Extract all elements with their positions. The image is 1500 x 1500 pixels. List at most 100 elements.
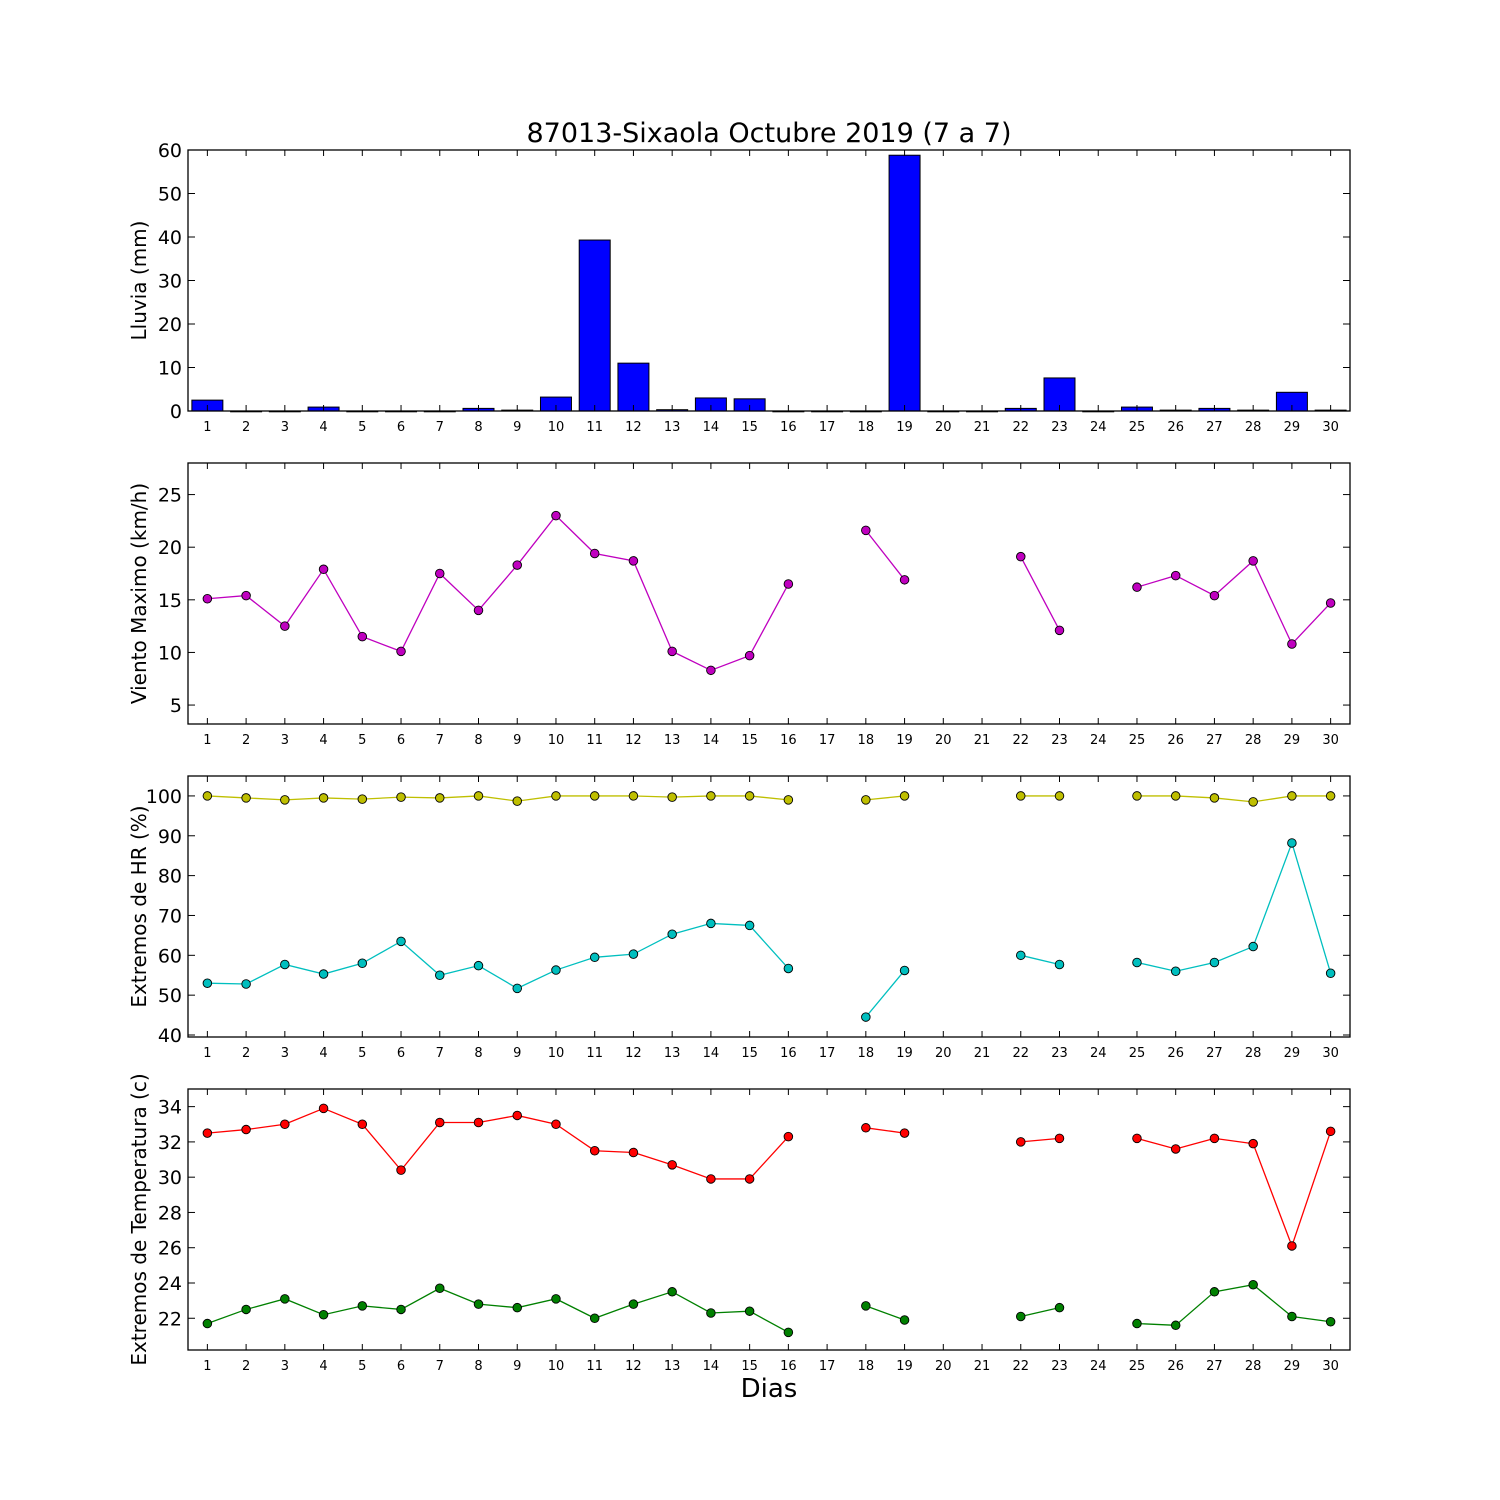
x-tick-label: 17 <box>819 420 836 435</box>
data-point <box>396 936 406 947</box>
data-point <box>1209 793 1220 803</box>
y-tick-label: 60 <box>158 945 182 967</box>
y-tick-label: 20 <box>158 314 182 336</box>
y-tick-label: 100 <box>146 786 182 808</box>
y-tick-label: 22 <box>158 1308 182 1330</box>
data-point <box>1132 957 1142 968</box>
data-point <box>202 594 213 604</box>
x-tick-label: 15 <box>741 733 758 748</box>
x-tick-label: 8 <box>474 1359 482 1374</box>
x-tick-label: 22 <box>1012 420 1029 435</box>
data-point <box>1287 838 1297 848</box>
y-tick-label: 20 <box>158 537 182 559</box>
series-line <box>865 795 905 801</box>
x-tick-label: 24 <box>1090 733 1107 748</box>
x-tick-label: 16 <box>780 420 797 435</box>
x-tick-label: 21 <box>974 1359 991 1374</box>
x-tick-label: 20 <box>935 1046 952 1061</box>
data-point <box>357 1119 368 1130</box>
x-tick-label: 10 <box>548 420 565 435</box>
x-tick-label: 5 <box>358 1046 366 1061</box>
x-tick-label: 15 <box>741 1046 758 1061</box>
x-tick-label: 10 <box>548 1359 565 1374</box>
x-tick-label: 27 <box>1206 420 1223 435</box>
y-tick-label: 70 <box>158 905 182 927</box>
series-line <box>207 1107 789 1180</box>
data-point <box>861 1301 871 1311</box>
x-tick-label: 3 <box>281 420 289 435</box>
data-point <box>628 556 639 566</box>
x-tick-label: 14 <box>703 1046 720 1061</box>
data-point <box>667 1160 677 1170</box>
x-tick-label: 8 <box>474 733 482 748</box>
data-point <box>1325 968 1336 978</box>
x-tick-label: 2 <box>242 1359 250 1374</box>
data-point <box>1132 582 1142 592</box>
data-point <box>357 958 368 969</box>
data-point <box>1325 598 1336 608</box>
x-tick-label: 9 <box>513 420 521 435</box>
x-tick-label: 24 <box>1090 420 1107 435</box>
y-tick-label: 28 <box>158 1202 182 1224</box>
x-tick-label: 18 <box>858 420 875 435</box>
x-tick-label: 4 <box>319 733 327 748</box>
plot-frame <box>187 1088 1351 1351</box>
x-tick-label: 12 <box>625 733 642 748</box>
x-tick-label: 16 <box>780 733 797 748</box>
x-tick-label: 20 <box>935 733 952 748</box>
x-tick-label: 21 <box>974 420 991 435</box>
x-tick-label: 10 <box>548 1046 565 1061</box>
y-tick-label: 90 <box>158 826 182 848</box>
data-point <box>512 796 522 806</box>
x-tick-label: 15 <box>741 420 758 435</box>
x-tick-label: 2 <box>242 1046 250 1061</box>
data-point <box>1248 1138 1258 1149</box>
plot-frame <box>187 149 1351 412</box>
data-point <box>241 979 251 989</box>
x-tick-label: 19 <box>896 1046 913 1061</box>
x-tick-label: 18 <box>858 1359 875 1374</box>
data-point <box>1170 966 1181 977</box>
x-tick-label: 28 <box>1245 420 1262 435</box>
x-tick-label: 24 <box>1090 1046 1107 1061</box>
x-tick-label: 29 <box>1284 1359 1301 1374</box>
data-point <box>1248 1279 1258 1290</box>
data-point <box>861 1012 871 1022</box>
series-line <box>865 970 906 1018</box>
data-point <box>744 791 755 801</box>
series-line <box>865 1305 905 1321</box>
data-point <box>318 564 329 575</box>
x-tick-label: 2 <box>242 733 250 748</box>
data-point <box>435 793 445 803</box>
x-tick-label: 17 <box>819 1359 836 1374</box>
plot-frame <box>187 462 1351 725</box>
series-line <box>865 1127 905 1134</box>
data-point <box>1287 1241 1297 1251</box>
x-tick-label: 1 <box>203 733 211 748</box>
series-line <box>1136 840 1332 974</box>
x-tick-label: 21 <box>974 1046 991 1061</box>
x-tick-label: 13 <box>664 733 681 748</box>
data-point <box>318 793 329 803</box>
data-point <box>202 1318 213 1329</box>
data-point <box>512 983 522 994</box>
data-point <box>899 575 910 585</box>
x-tick-label: 4 <box>319 420 327 435</box>
x-tick-label: 4 <box>319 1046 327 1061</box>
x-tick-label: 18 <box>858 733 875 748</box>
data-point <box>280 621 290 631</box>
x-tick-label: 14 <box>703 733 720 748</box>
data-point <box>1054 625 1065 636</box>
x-tick-label: 7 <box>436 1046 444 1061</box>
data-point <box>1132 1133 1142 1144</box>
x-tick-label: 1 <box>203 1046 211 1061</box>
series-line <box>207 922 789 990</box>
data-point <box>551 965 561 975</box>
data-point <box>783 795 794 805</box>
data-point <box>1132 1318 1142 1329</box>
x-tick-label: 30 <box>1322 420 1339 435</box>
data-point <box>589 1313 600 1324</box>
data-point <box>1325 1126 1336 1137</box>
x-tick-label: 3 <box>281 733 289 748</box>
y-axis-label: Viento Maximo (km/h) <box>127 483 151 704</box>
